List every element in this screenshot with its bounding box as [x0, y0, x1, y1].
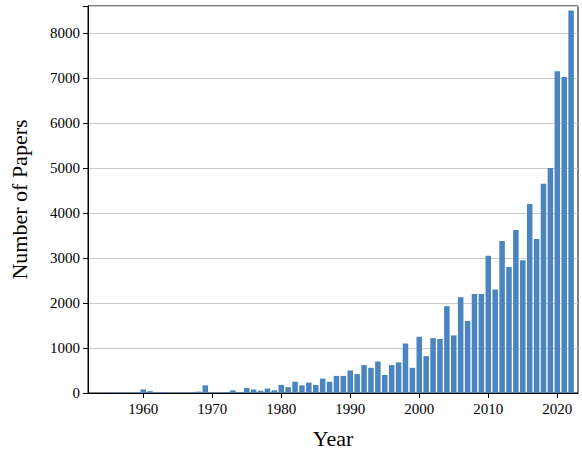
svg-text:7000: 7000 — [50, 70, 80, 86]
svg-text:5000: 5000 — [50, 160, 80, 176]
svg-text:6000: 6000 — [50, 115, 80, 131]
svg-text:0: 0 — [73, 385, 81, 401]
svg-text:Number of Papers: Number of Papers — [7, 119, 32, 279]
svg-text:1970: 1970 — [197, 401, 227, 417]
svg-text:2000: 2000 — [404, 401, 434, 417]
svg-text:2020: 2020 — [542, 401, 572, 417]
svg-text:1980: 1980 — [266, 401, 296, 417]
svg-text:Year: Year — [313, 426, 354, 451]
svg-text:3000: 3000 — [50, 250, 80, 266]
svg-text:1000: 1000 — [50, 340, 80, 356]
svg-text:1990: 1990 — [335, 401, 365, 417]
svg-text:2000: 2000 — [50, 295, 80, 311]
svg-text:1960: 1960 — [128, 401, 158, 417]
svg-text:4000: 4000 — [50, 205, 80, 221]
svg-text:8000: 8000 — [50, 25, 80, 41]
svg-text:2010: 2010 — [473, 401, 503, 417]
